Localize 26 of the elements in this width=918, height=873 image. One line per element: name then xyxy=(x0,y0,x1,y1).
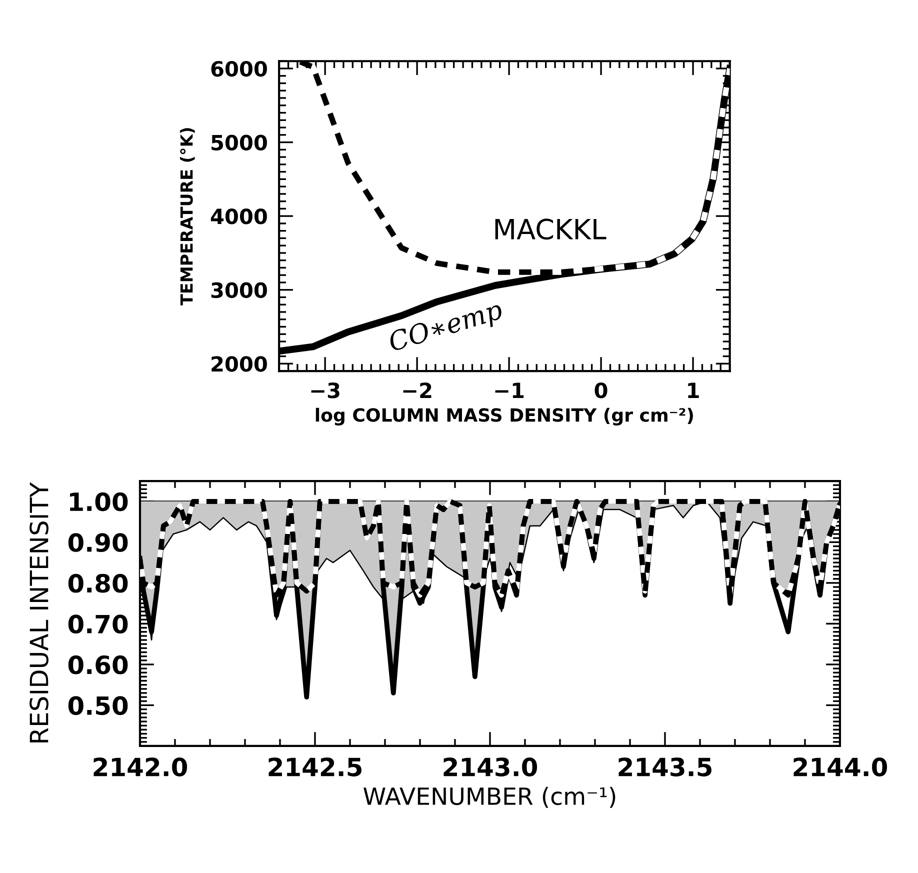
y-axis-title: TEMPERATURE (°K) xyxy=(180,128,195,306)
x-tick-label: 2143.0 xyxy=(444,758,538,776)
y-tick-label: 0.60 xyxy=(68,655,128,674)
x-tick-label: 2144.0 xyxy=(794,758,888,776)
y-tick-label: 1.00 xyxy=(70,492,128,512)
y-tick-label: 3000 xyxy=(211,282,267,298)
x-tick-label: −2 xyxy=(403,382,432,398)
y-tick-label: 6000 xyxy=(211,60,267,77)
x-tick-label: 1 xyxy=(688,382,699,398)
y-tick-label: 0.70 xyxy=(68,614,128,634)
x-tick-label: 2142.0 xyxy=(94,758,188,776)
y-tick-label: 4000 xyxy=(210,208,267,224)
y-axis-title: RESIDUAL INTENSITY xyxy=(30,482,48,742)
annotation: MACKKL xyxy=(495,218,606,240)
y-tick-label: 5000 xyxy=(212,134,267,150)
y-tick-label: 2000 xyxy=(212,356,267,372)
x-tick-label: −1 xyxy=(495,382,524,398)
x-tick-label: 0 xyxy=(594,382,608,398)
x-tick-label: 2142.5 xyxy=(268,758,362,776)
y-tick-label: 0.90 xyxy=(68,533,128,552)
y-tick-label: 0.50 xyxy=(68,696,128,716)
x-tick-label: 2143.5 xyxy=(618,758,712,776)
x-axis-title: log COLUMN MASS DENSITY (gr cm⁻²) xyxy=(316,408,693,426)
x-axis-title: WAVENUMBER (cm⁻¹) xyxy=(364,786,616,808)
y-tick-label: 0.80 xyxy=(68,574,128,593)
x-tick-label: −3 xyxy=(311,382,340,398)
